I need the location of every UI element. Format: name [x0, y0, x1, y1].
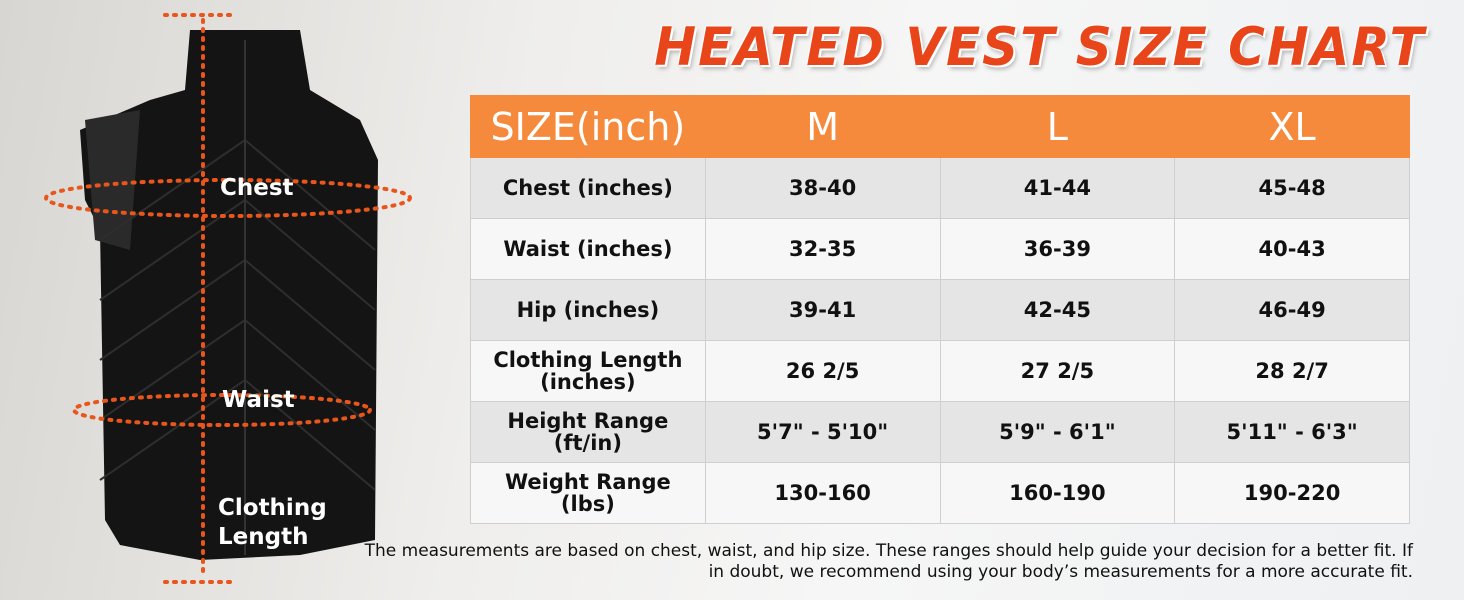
size-cell: 5'7" - 5'10"	[704, 401, 941, 463]
vest-illustration	[44, 13, 412, 584]
size-cell: 28 2/7	[1174, 340, 1410, 402]
size-cell: 5'9" - 6'1"	[939, 401, 1176, 463]
size-cell: 190-220	[1174, 462, 1410, 524]
header-row: SIZE(inch) M L XL	[470, 95, 1410, 158]
table-row: Height Range (ft/in) 5'7" - 5'10" 5'9" - 6…	[470, 401, 1410, 463]
size-cell: 38-40	[704, 157, 941, 219]
footnote: The measurements are based on chest, wai…	[364, 541, 1413, 582]
size-cell: 39-41	[704, 279, 941, 341]
vest-label: Clothing Length	[218, 495, 327, 550]
row-label: Hip (inches)	[470, 279, 706, 341]
row-label: Height Range (ft/in)	[470, 401, 706, 463]
size-cell: 32-35	[704, 218, 941, 280]
header-cell: XL	[1174, 95, 1410, 158]
size-cell: 160-190	[939, 462, 1176, 524]
size-table: SIZE(inch) M L XL Chest (inches) 38-40 41-44 45…	[470, 95, 1410, 524]
title: HEATED VEST SIZE CHART	[654, 16, 1426, 78]
table-row: Waist (inches) 32-35 36-39 40-43	[470, 218, 1410, 280]
size-cell: 36-39	[939, 218, 1176, 280]
vest-label: Waist	[222, 387, 295, 413]
table-row: Hip (inches) 39-41 42-45 46-49	[470, 279, 1410, 341]
size-cell: 27 2/5	[939, 340, 1176, 402]
size-cell: 40-43	[1174, 218, 1410, 280]
size-cell: 42-45	[939, 279, 1176, 341]
size-cell: 26 2/5	[704, 340, 941, 402]
vest-label: Chest	[220, 175, 294, 201]
size-cell: 130-160	[704, 462, 941, 524]
row-label: Waist (inches)	[470, 218, 706, 280]
table-row: Weight Range (lbs) 130-160 160-190 190-220	[470, 462, 1410, 524]
size-cell: 41-44	[939, 157, 1176, 219]
row-label: Weight Range (lbs)	[470, 462, 706, 524]
size-cell: 45-48	[1174, 157, 1410, 219]
header-cell: L	[939, 95, 1176, 158]
size-cell: 46-49	[1174, 279, 1410, 341]
row-label: Chest (inches)	[470, 157, 706, 219]
row-label: Clothing Length (inches)	[470, 340, 706, 402]
header-cell: SIZE(inch)	[470, 95, 706, 158]
header-cell: M	[704, 95, 941, 158]
table-row: Chest (inches) 38-40 41-44 45-48	[470, 157, 1410, 219]
table-row: Clothing Length (inches) 26 2/5 27 2/5 28 2…	[470, 340, 1410, 402]
size-cell: 5'11" - 6'3"	[1174, 401, 1410, 463]
